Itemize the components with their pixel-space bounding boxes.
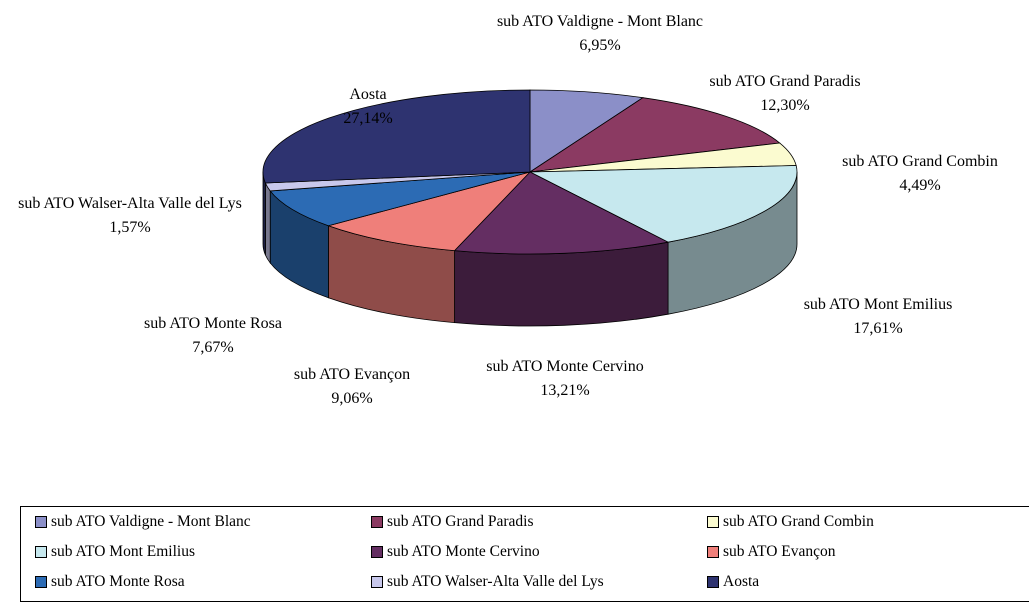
label-value: 13,21% [540, 382, 590, 399]
label-name: sub ATO Evançon [293, 366, 411, 383]
slice [269, 171, 531, 227]
legend-entry: sub ATO Monte Cervino [371, 543, 540, 561]
data-label: sub ATO Evançon 9,06% [252, 363, 452, 411]
slice [327, 171, 532, 252]
label-value: 6,95% [579, 37, 621, 54]
legend-entry: sub ATO Mont Emilius [35, 543, 195, 561]
legend-swatch [707, 516, 719, 528]
label-name: sub ATO Walser-Alta Valle del Lys [18, 195, 242, 212]
legend-swatch [35, 546, 47, 558]
data-label: sub ATO Grand Combin 4,49% [800, 150, 1029, 198]
label-value: 1,57% [109, 219, 151, 236]
slice [529, 165, 798, 243]
legend-entry: sub ATO Grand Paradis [371, 513, 534, 531]
legend-label: sub ATO Evançon [723, 543, 836, 560]
slice-side [454, 241, 669, 327]
legend-label: Aosta [723, 573, 760, 590]
legend-label: sub ATO Walser-Alta Valle del Lys [387, 573, 604, 590]
slice-side [262, 171, 266, 256]
slice [453, 171, 670, 255]
label-name: sub ATO Mont Emilius [803, 296, 953, 313]
label-name: sub ATO Grand Combin [842, 153, 998, 170]
legend-entry: sub ATO Grand Combin [707, 513, 874, 531]
data-label: sub ATO Mont Emilius 17,61% [758, 293, 998, 341]
label-name: sub ATO Monte Rosa [144, 315, 282, 332]
legend-swatch [371, 516, 383, 528]
legend-swatch [371, 576, 383, 588]
data-label: sub ATO Grand Paradis 12,30% [655, 70, 915, 118]
legend-label: sub ATO Grand Paradis [387, 513, 534, 530]
data-label: sub ATO Monte Cervino 13,21% [435, 355, 695, 403]
legend-entry: Aosta [707, 573, 759, 591]
legend-entry: sub ATO Monte Rosa [35, 573, 185, 591]
slice [529, 89, 645, 173]
label-value: 17,61% [853, 320, 903, 337]
slice-side [265, 182, 271, 265]
legend-label: sub ATO Monte Cervino [387, 543, 540, 560]
label-value: 12,30% [760, 97, 810, 114]
label-name: Aosta [349, 86, 387, 103]
legend-swatch [707, 576, 719, 588]
chart [262, 89, 798, 327]
data-label: Aosta 27,14% [308, 83, 428, 131]
legend-entry: sub ATO Evançon [707, 543, 836, 561]
legend-entry: sub ATO Valdigne - Mont Blanc [35, 513, 251, 531]
legend-swatch [35, 576, 47, 588]
legend-label: sub ATO Valdigne - Mont Blanc [51, 513, 251, 530]
legend-entry: sub ATO Walser-Alta Valle del Lys [371, 573, 604, 591]
data-label: sub ATO Walser-Alta Valle del Lys 1,57% [10, 192, 250, 240]
label-value: 27,14% [343, 110, 393, 127]
legend-label: sub ATO Mont Emilius [51, 543, 195, 560]
data-label: sub ATO Monte Rosa 7,67% [93, 312, 333, 360]
slice [262, 89, 531, 184]
data-label: sub ATO Valdigne - Mont Blanc 6,95% [485, 10, 715, 58]
label-value: 9,06% [331, 390, 373, 407]
label-name: sub ATO Monte Cervino [486, 358, 644, 375]
label-value: 4,49% [899, 177, 941, 194]
legend-label: sub ATO Monte Rosa [51, 573, 185, 590]
legend: sub ATO Valdigne - Mont Blanc sub ATO Gra… [20, 506, 1029, 602]
legend-swatch [371, 546, 383, 558]
label-name: sub ATO Grand Paradis [709, 73, 861, 90]
legend-label: sub ATO Grand Combin [723, 513, 874, 530]
label-name: sub ATO Valdigne - Mont Blanc [496, 13, 704, 30]
label-value: 7,67% [192, 339, 234, 356]
legend-swatch [35, 516, 47, 528]
slice [529, 97, 781, 173]
legend-swatch [707, 546, 719, 558]
